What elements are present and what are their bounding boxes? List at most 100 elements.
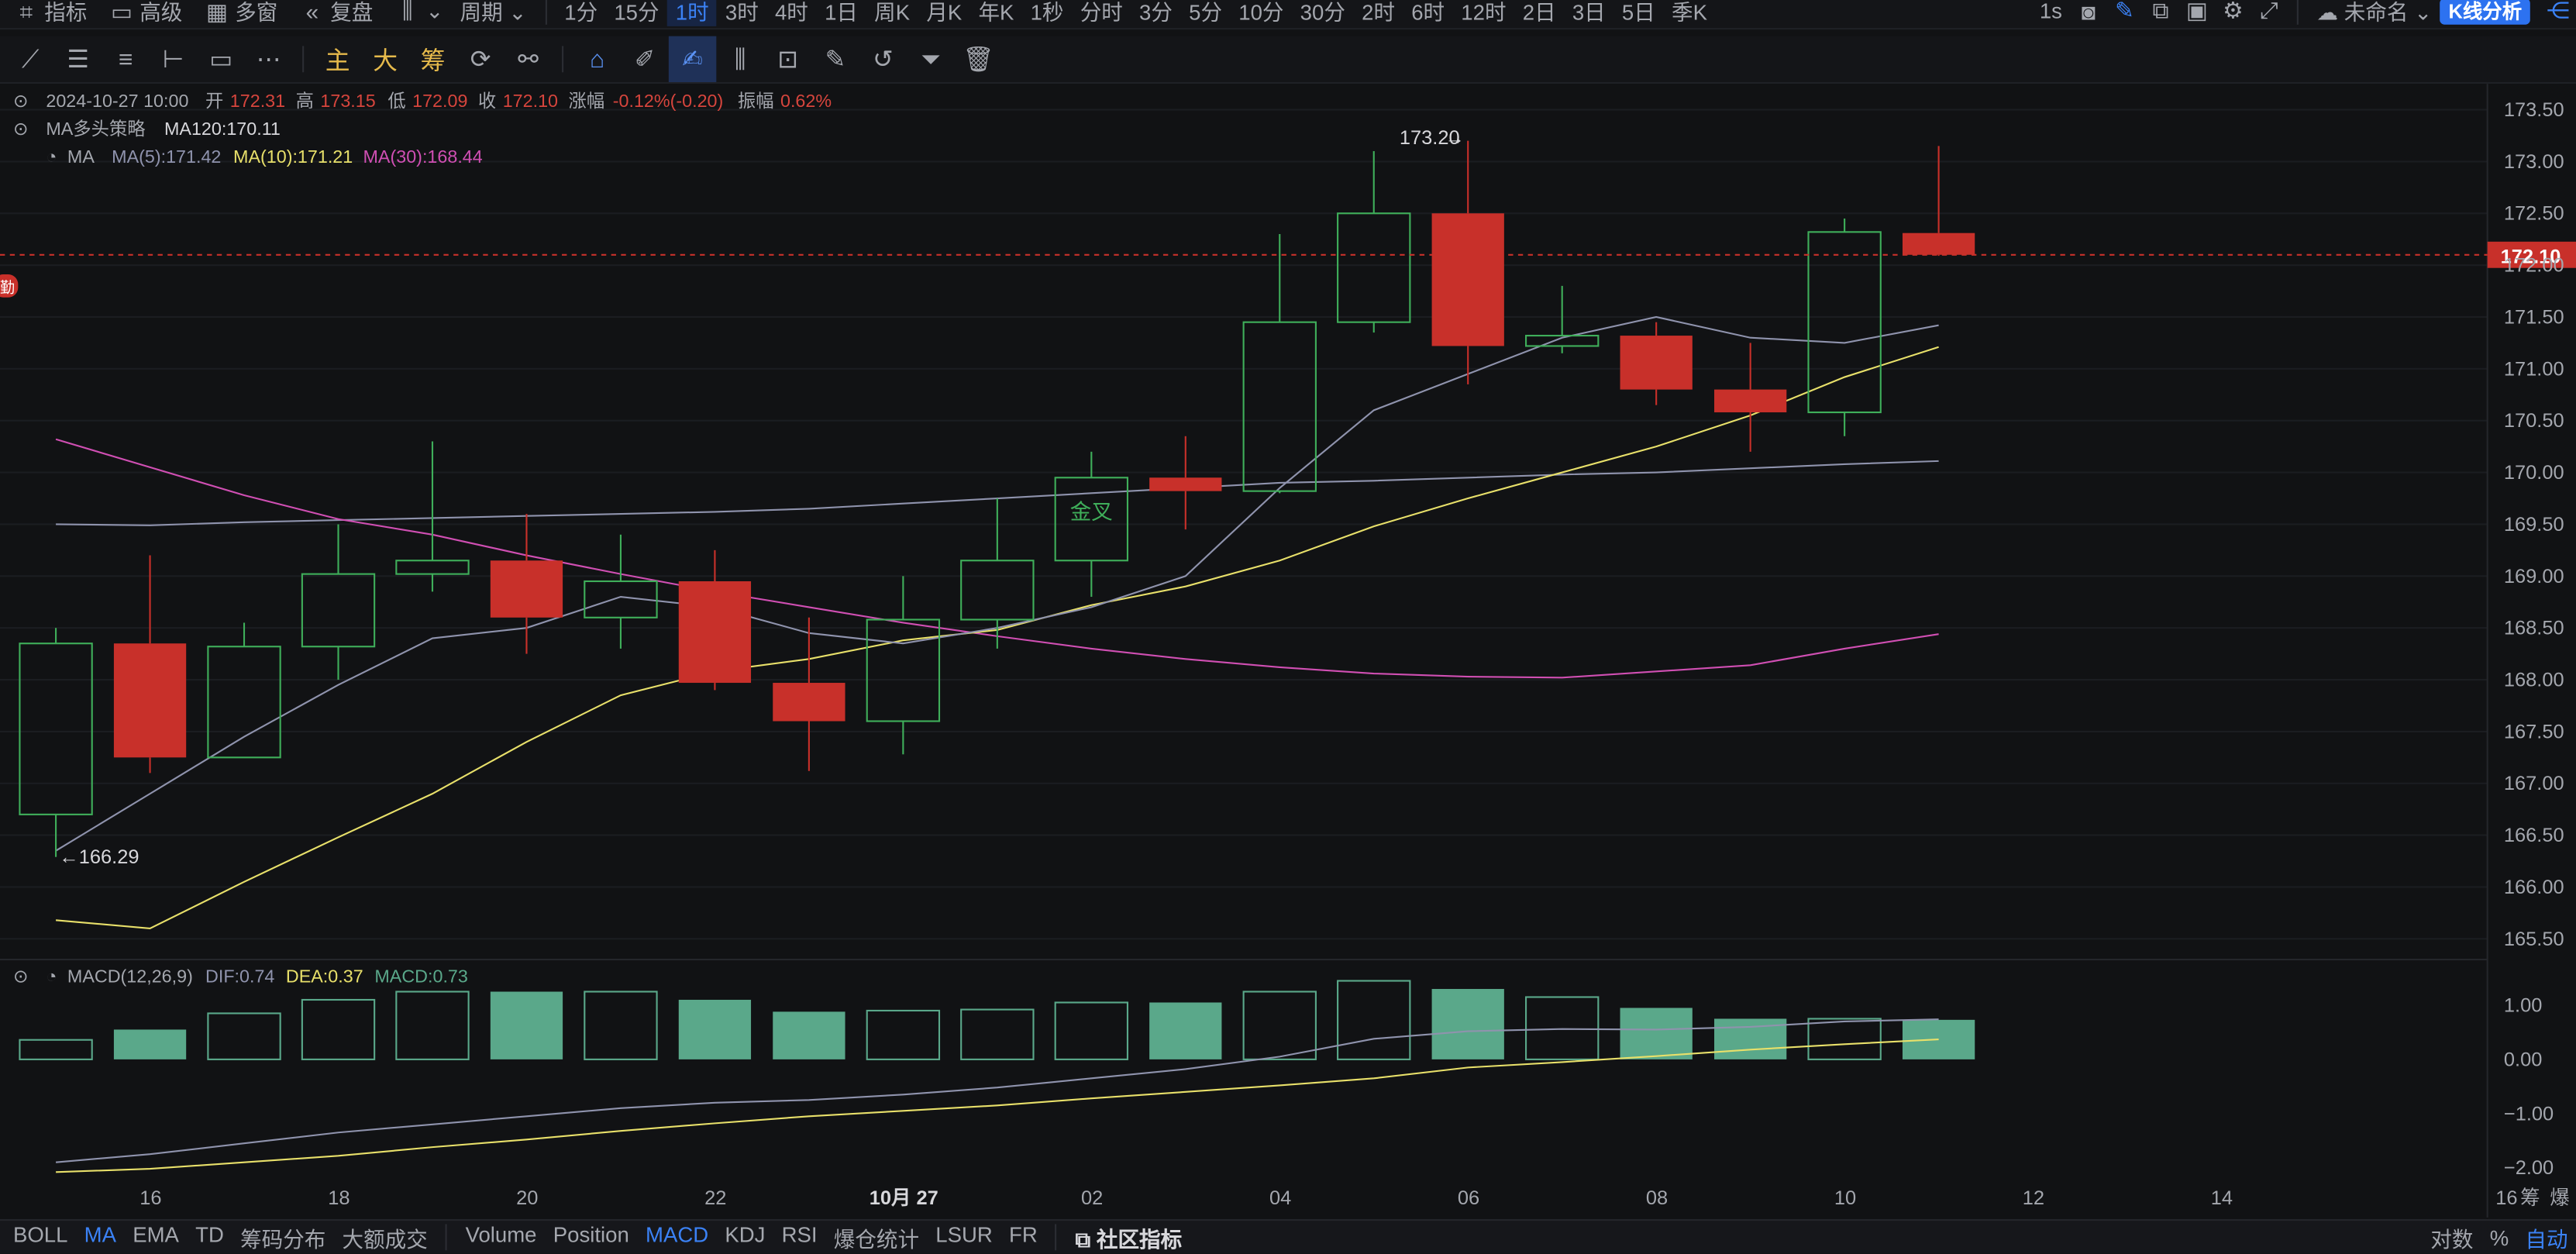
main-indicator-5[interactable]: 大额成交 [342, 1226, 428, 1252]
sub-indicator-0[interactable]: Volume [465, 1221, 537, 1247]
period-8[interactable]: 年K [978, 0, 1014, 25]
collapse-icon[interactable]: ⊙ [13, 966, 29, 987]
period-9[interactable]: 1秒 [1030, 0, 1064, 25]
sync-icon[interactable]: ⟳ [470, 46, 491, 74]
share-icon[interactable]: ⋲ [2546, 0, 2570, 23]
indicator-draw-icon[interactable]: ⚯ [518, 46, 539, 74]
candle-body [1714, 389, 1787, 413]
macd-name: MACD(12,26,9) [67, 966, 193, 987]
macd-bar [678, 999, 752, 1059]
period-21[interactable]: 季K [1672, 0, 1707, 25]
candle-style-icon[interactable]: ⫼ [734, 45, 746, 74]
sub-indicator-3[interactable]: KDJ [725, 1221, 766, 1247]
horizontal-lines-icon[interactable]: ≡ [118, 45, 133, 74]
community-indicators-button[interactable]: ⧉ 社区指标 [1075, 1226, 1183, 1252]
period-17[interactable]: 12时 [1461, 0, 1507, 25]
chips-corner-button[interactable]: 筹 [2520, 1187, 2540, 1209]
macd-bar [584, 990, 658, 1060]
percent-scale-button[interactable]: % [2489, 1225, 2509, 1250]
undo-icon[interactable]: ↺ [873, 46, 894, 74]
sub-indicator-2[interactable]: MACD [645, 1221, 709, 1247]
log-scale-button[interactable]: 对数 [2430, 1226, 2474, 1252]
kline-analysis-button[interactable]: K线分析 [2440, 0, 2530, 24]
period-14[interactable]: 30分 [1300, 0, 1345, 25]
period-7[interactable]: 月K [926, 0, 963, 25]
period-0[interactable]: 1分 [564, 0, 598, 25]
sub-indicator-7[interactable]: FR [1008, 1221, 1038, 1247]
more-icon[interactable]: ⋯ [256, 46, 281, 74]
sub-indicator-1[interactable]: Position [553, 1221, 629, 1247]
popout-icon[interactable]: ⧉ [2152, 0, 2169, 23]
period-2[interactable]: 1时 [667, 0, 718, 26]
period-5[interactable]: 1日 [825, 0, 858, 25]
period-3[interactable]: 3时 [725, 0, 759, 25]
filter-icon[interactable]: ⏷ [921, 45, 941, 74]
ma10-value: MA(10):171.21 [233, 146, 353, 167]
camera-icon[interactable]: ◙ [2081, 0, 2096, 24]
multi-window-menu[interactable]: ▦ 多窗 [191, 0, 286, 26]
alert-badge[interactable] [0, 274, 19, 298]
main-indicator-2[interactable]: EMA [133, 1221, 179, 1247]
rectangle-icon[interactable]: ▭ [209, 46, 233, 74]
period-10[interactable]: 分时 [1080, 0, 1123, 25]
liquidation-corner-button[interactable]: 爆 [2550, 1187, 2569, 1209]
fullscreen-icon[interactable]: ⤢ [2260, 0, 2278, 23]
period-20[interactable]: 5日 [1621, 0, 1655, 25]
collapse-icon[interactable]: ⊙ [13, 119, 29, 139]
magnet-icon[interactable]: ⌂ [590, 45, 605, 74]
trend-line-icon[interactable]: ⟋ [22, 45, 40, 74]
period-19[interactable]: 3日 [1572, 0, 1606, 25]
period-18[interactable]: 2日 [1522, 0, 1556, 25]
sub-indicator-4[interactable]: RSI [781, 1221, 818, 1247]
template-icon[interactable]: ▣ [2185, 0, 2208, 23]
parallel-lines-icon[interactable]: ☰ [67, 46, 89, 74]
interval-label[interactable]: 1s [2039, 0, 2062, 23]
settings-icon[interactable]: ⚙ [2223, 0, 2244, 23]
period-menu[interactable]: 周期 ⌄ [460, 0, 527, 25]
auto-scale-button[interactable]: 自动 [2525, 1226, 2568, 1252]
period-1[interactable]: 15分 [614, 0, 659, 25]
pen-icon[interactable]: ✎ [2115, 0, 2134, 23]
advanced-menu[interactable]: ▭ 高级 [95, 0, 191, 26]
period-13[interactable]: 10分 [1238, 0, 1284, 25]
chart-type-menu[interactable]: ⫼ ⌄ [381, 0, 452, 25]
advanced-icon: ▭ [110, 0, 133, 25]
period-15[interactable]: 2时 [1362, 0, 1396, 25]
period-16[interactable]: 6时 [1411, 0, 1445, 25]
edit-icon[interactable]: ✎ [825, 46, 846, 74]
replay-menu[interactable]: «复盘 [286, 0, 381, 26]
main-indicator-4[interactable]: 筹码分布 [240, 1226, 326, 1252]
draw-pen-icon[interactable]: ✍ [668, 36, 717, 82]
horizontal-ray-icon[interactable]: ⊢ [162, 46, 184, 74]
period-4[interactable]: 4时 [774, 0, 808, 25]
price-chart[interactable]: 172.10 173.20→ ← 166.29 金叉 173.50 173.00 172.5… [0, 84, 2576, 1221]
price-tick-label: 169.50 [2504, 514, 2564, 536]
trash-icon[interactable]: 🗑 [963, 46, 994, 74]
bell-icon[interactable]: ◔ [46, 966, 57, 987]
sub-indicator-5[interactable]: 爆仓统计 [833, 1226, 920, 1252]
period-6[interactable]: 周K [874, 0, 911, 25]
main-indicator-0[interactable]: BOLL [12, 1221, 68, 1247]
main-indicator-3[interactable]: TD [195, 1221, 224, 1247]
indicator-menu[interactable]: ⌗ 指标 [0, 0, 95, 26]
ruler-icon[interactable]: ✐ [634, 46, 656, 74]
max-price-label: 173.20 [1400, 127, 1460, 149]
lock-icon[interactable]: ⊡ [777, 46, 798, 74]
ma30-value: MA(30):168.44 [363, 146, 483, 167]
price-axis: 173.50 173.00 172.50 172.00 171.50 171.00 170.… [2504, 99, 2564, 1179]
main-indicator-1[interactable]: MA [84, 1221, 116, 1247]
period-12[interactable]: 5分 [1189, 0, 1223, 25]
sub-indicator-6[interactable]: LSUR [935, 1221, 993, 1247]
overlay-large-button[interactable]: 大 [373, 47, 398, 75]
divider [446, 1224, 448, 1251]
period-11[interactable]: 3分 [1139, 0, 1173, 25]
collapse-icon[interactable]: ⊙ [13, 91, 29, 111]
candle-body [1807, 231, 1882, 414]
dea-line [56, 1038, 1939, 1173]
chevron-down-icon: ⌄ [425, 0, 444, 23]
overlay-main-button[interactable]: 主 [325, 47, 350, 75]
candle [1242, 234, 1317, 494]
layout-menu[interactable]: ☁ 未命名 ⌄ [2316, 0, 2433, 25]
overlay-chips-button[interactable]: 筹 [420, 47, 446, 75]
bell-icon[interactable]: ◔ [46, 146, 57, 167]
